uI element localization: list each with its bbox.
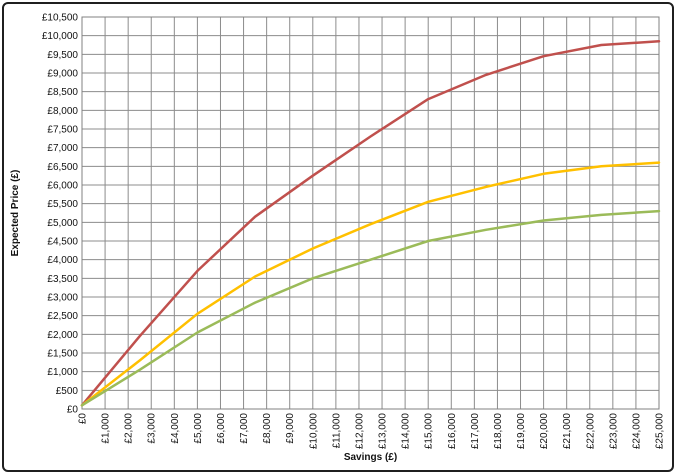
y-tick-label: £1,000 bbox=[47, 367, 78, 378]
x-tick-label: £13,000 bbox=[378, 413, 389, 450]
x-tick-label: £12,000 bbox=[354, 413, 365, 450]
y-tick-label: £5,500 bbox=[47, 199, 78, 210]
y-tick-label: £6,000 bbox=[47, 181, 78, 192]
x-tick-label: £17,000 bbox=[470, 413, 481, 450]
series-line-3 bbox=[80, 209, 661, 407]
line-chart: £0 £1,000 £2,000 £3,000 £4,000 £5,000 £6,000 £7… bbox=[10, 13, 666, 464]
grid bbox=[81, 16, 660, 410]
plot-area bbox=[81, 16, 660, 410]
chart-frame: £0 £1,000 £2,000 £3,000 £4,000 £5,000 £6,000 £7… bbox=[2, 2, 674, 472]
x-tick-label: £3,000 bbox=[147, 413, 158, 444]
y-tick-label: £5,000 bbox=[47, 218, 78, 229]
y-tick-label: £6,500 bbox=[47, 162, 78, 173]
y-tick-label: £10,500 bbox=[42, 13, 79, 24]
y-tick-label: £7,500 bbox=[47, 125, 78, 136]
x-tick-label: £8,000 bbox=[262, 413, 273, 444]
x-tick-label: £0 bbox=[78, 413, 89, 425]
y-tick-label: £3,500 bbox=[47, 274, 78, 285]
y-tick-label: £2,500 bbox=[47, 311, 78, 322]
x-axis-ticks: £0 £1,000 £2,000 £3,000 £4,000 £5,000 £6,000 £7… bbox=[78, 413, 666, 450]
x-tick-label: £20,000 bbox=[539, 413, 550, 450]
x-tick-label: £15,000 bbox=[424, 413, 435, 450]
x-tick-label: £22,000 bbox=[585, 413, 596, 450]
x-tick-label: £23,000 bbox=[608, 413, 619, 450]
x-tick-label: £6,000 bbox=[216, 413, 227, 444]
y-tick-label: £3,000 bbox=[47, 293, 78, 304]
x-tick-label: £25,000 bbox=[655, 413, 666, 450]
x-tick-label: £18,000 bbox=[493, 413, 504, 450]
y-tick-label: £9,500 bbox=[47, 50, 78, 61]
series-line-1 bbox=[80, 40, 661, 407]
y-tick-label: £1,500 bbox=[47, 349, 78, 360]
y-tick-label: £500 bbox=[56, 386, 79, 397]
y-axis-title: Expected Price (£) bbox=[10, 170, 21, 257]
series-line-2 bbox=[80, 161, 661, 407]
x-tick-label: £10,000 bbox=[308, 413, 319, 450]
x-tick-label: £5,000 bbox=[193, 413, 204, 444]
x-tick-label: £2,000 bbox=[124, 413, 135, 444]
y-tick-label: £4,000 bbox=[47, 255, 78, 266]
x-tick-label: £4,000 bbox=[170, 413, 181, 444]
y-tick-label: £9,000 bbox=[47, 69, 78, 80]
y-axis-ticks: £0 £500 £1,000 £1,500 £2,000 £2,500 £3,000 £3,5… bbox=[42, 13, 79, 416]
x-tick-label: £16,000 bbox=[447, 413, 458, 450]
x-tick-label: £9,000 bbox=[285, 413, 296, 444]
x-axis-title: Savings (£) bbox=[344, 452, 397, 463]
x-tick-label: £7,000 bbox=[239, 413, 250, 444]
y-tick-label: £0 bbox=[67, 405, 79, 416]
y-tick-label: £10,000 bbox=[42, 31, 79, 42]
y-tick-label: £7,000 bbox=[47, 143, 78, 154]
x-tick-label: £21,000 bbox=[562, 413, 573, 450]
series-lines bbox=[80, 40, 661, 407]
y-tick-label: £8,000 bbox=[47, 106, 78, 117]
x-tick-label: £24,000 bbox=[631, 413, 642, 450]
x-tick-label: £11,000 bbox=[331, 413, 342, 449]
x-tick-label: £14,000 bbox=[401, 413, 412, 450]
x-tick-label: £1,000 bbox=[101, 413, 112, 444]
y-tick-label: £4,500 bbox=[47, 237, 78, 248]
y-tick-label: £8,500 bbox=[47, 87, 78, 98]
x-tick-label: £19,000 bbox=[516, 413, 527, 450]
y-tick-label: £2,000 bbox=[47, 330, 78, 341]
